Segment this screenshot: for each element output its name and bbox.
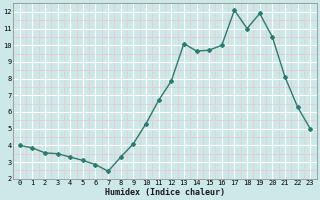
X-axis label: Humidex (Indice chaleur): Humidex (Indice chaleur) bbox=[105, 188, 225, 197]
